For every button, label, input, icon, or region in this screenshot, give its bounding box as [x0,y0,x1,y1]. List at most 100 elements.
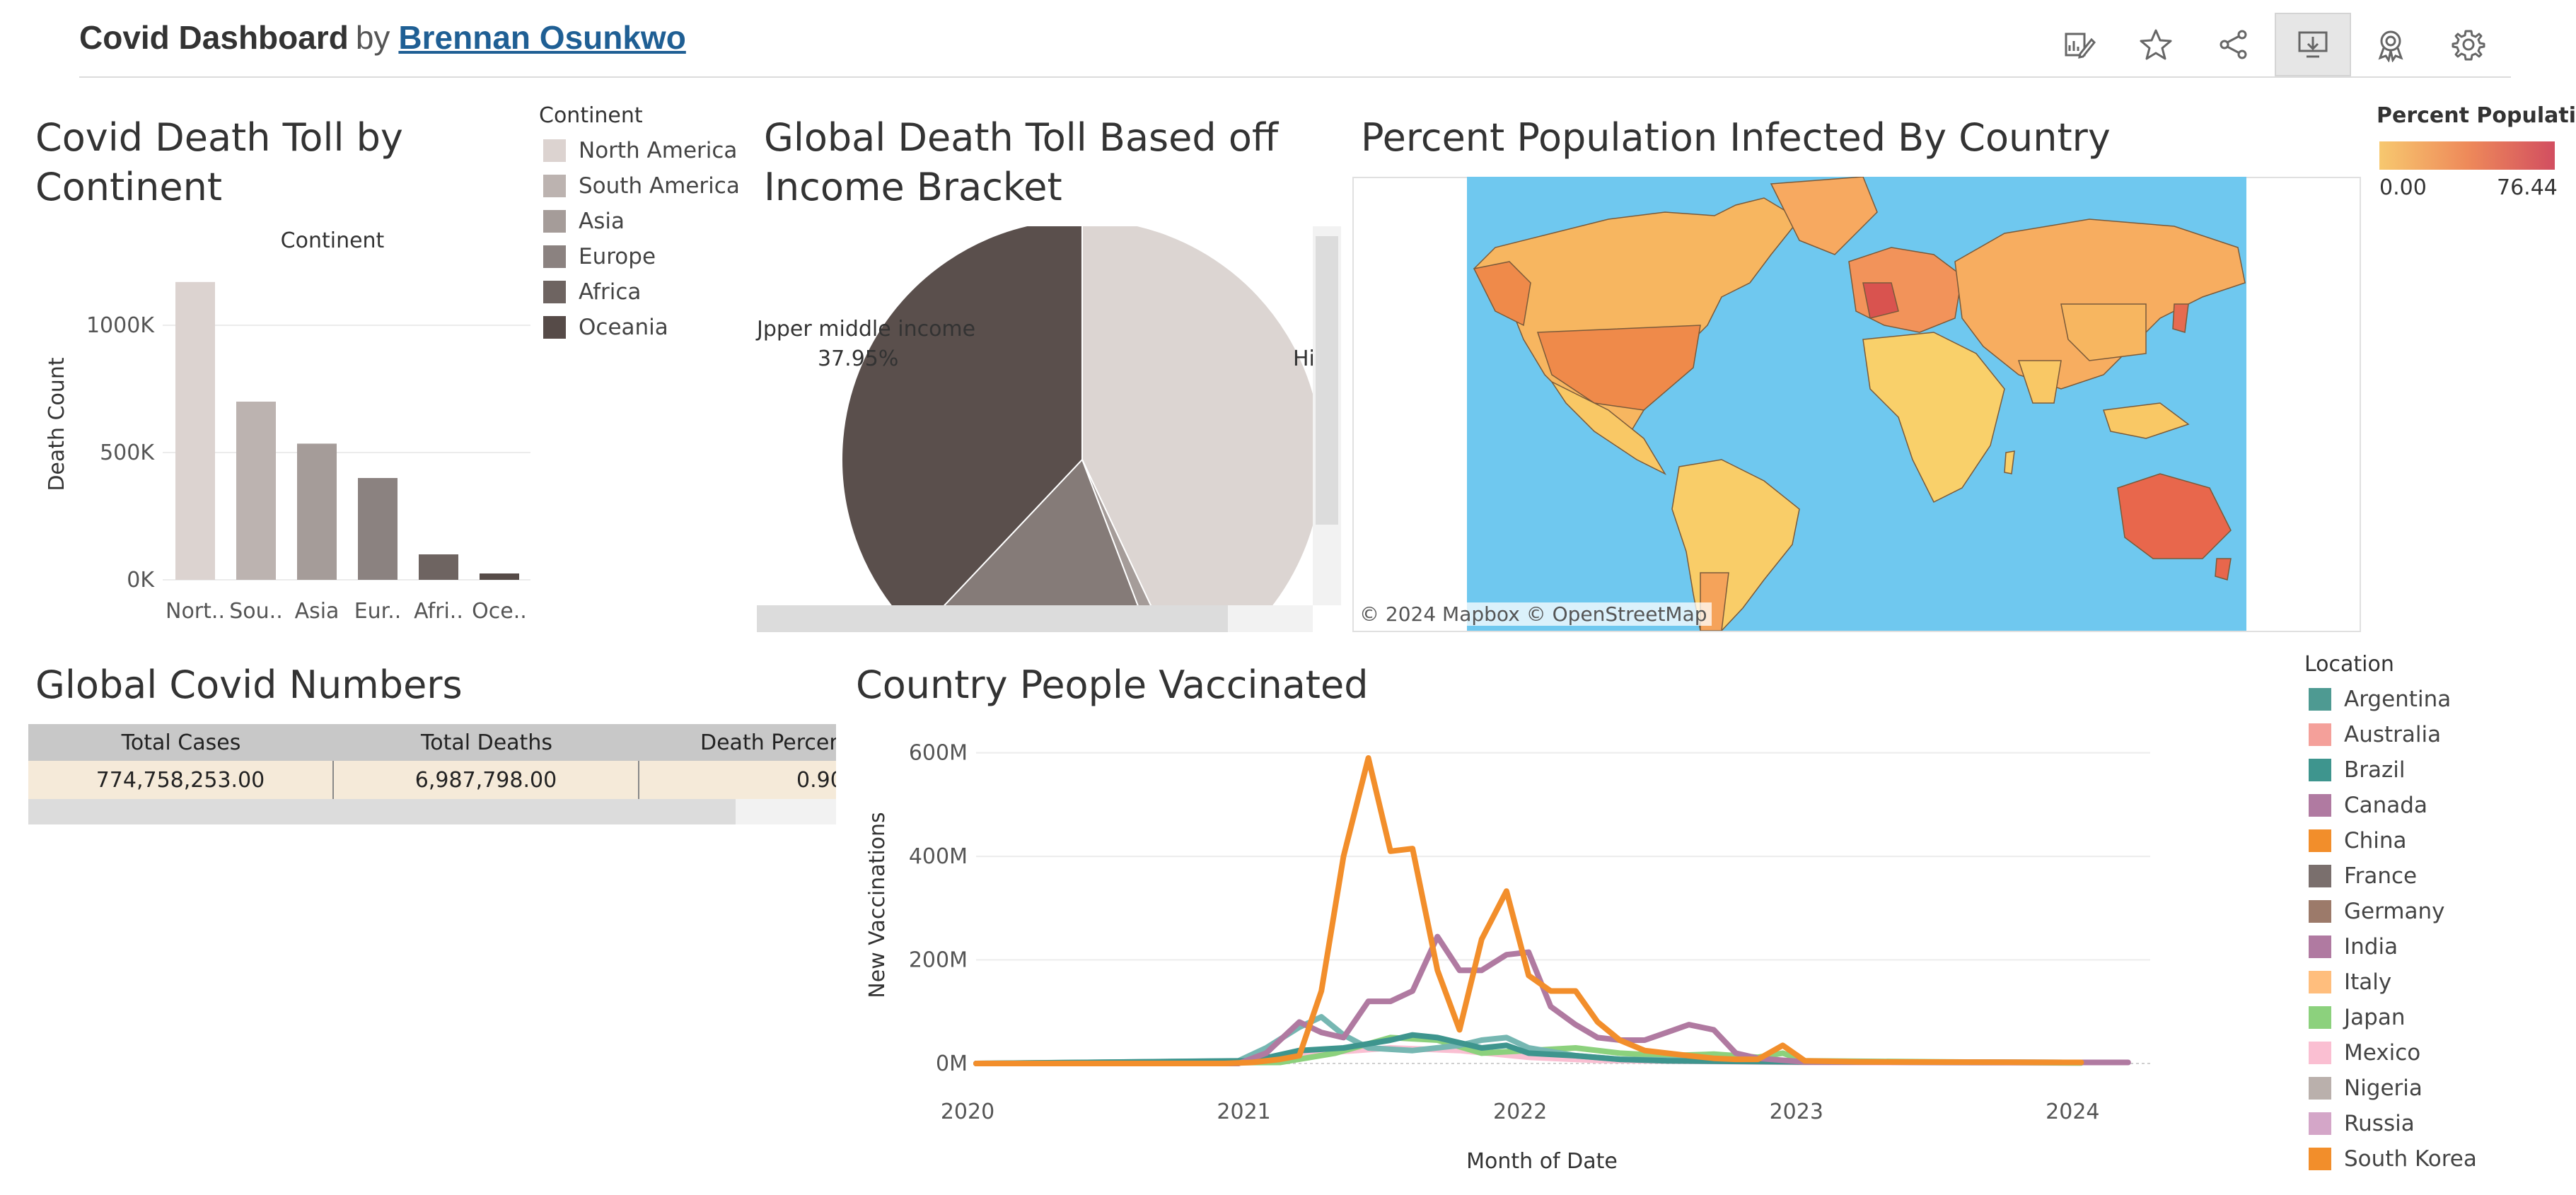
location-legend-swatch [2309,1148,2331,1170]
greenland[interactable] [1770,177,1878,255]
y-tick-label: 0M [936,1051,968,1076]
location-legend-item[interactable]: Brazil [2309,752,2477,788]
table-cell-death-percent: 0.90 [639,761,836,799]
continent-title-line1: Covid Death Toll by [35,115,403,160]
continent-legend-label: Asia [579,209,625,234]
western-europe[interactable] [1862,282,1899,319]
bar-nort[interactable] [175,281,215,580]
map-legend-min: 0.00 [2379,175,2427,200]
continent-legend-label: Europe [579,244,656,269]
income-pie-chart[interactable] [757,226,1313,631]
location-legend-item[interactable]: Germany [2309,894,2477,929]
x-tick-label: 2021 [1217,1100,1270,1124]
madagascar[interactable] [2004,450,2015,474]
location-legend-item[interactable]: France [2309,858,2477,894]
continent-legend-label: Oceania [579,315,668,340]
table-header-total-cases[interactable]: Total Cases [28,724,334,761]
location-legend-item[interactable]: Nigeria [2309,1071,2477,1106]
alaska[interactable] [1473,261,1531,327]
pie-slice-upper-middle-income[interactable] [841,226,1083,631]
series-line-china[interactable] [973,755,2084,1066]
pie-scroll-thumb-vertical[interactable] [1316,236,1338,525]
location-legend-item[interactable]: Russia [2309,1106,2477,1141]
continent-legend-label: Africa [579,279,642,305]
location-legend-item[interactable]: Argentina [2309,682,2477,717]
continent-legend-item[interactable]: Europe [543,239,740,274]
download-icon[interactable] [2275,13,2351,76]
location-legend-label: Argentina [2344,687,2452,712]
continent-bar-chart[interactable]: 0K 500K 1000K Death Count Continent Nort.. Sou… [28,226,538,636]
china[interactable] [2060,303,2147,361]
world-map[interactable] [1467,177,2246,631]
bar-oce[interactable] [480,573,519,580]
pie-slice-lower-middle-income[interactable] [917,458,1168,631]
vaccination-line-chart[interactable]: 0M 200M 400M 600M 2020 2021 2022 2023 2024 New Va… [856,714,2278,1195]
location-legend-label: Germany [2344,899,2445,924]
location-legend-label: France [2344,863,2418,889]
pie-scroll-thumb-horizontal[interactable] [757,605,1228,632]
new-zealand[interactable] [2215,558,2232,581]
bar-asia[interactable] [297,443,337,580]
dashboard-title: Covid Dashboard by Brennan Osunkwo [79,18,686,57]
table-header-total-deaths[interactable]: Total Deaths [334,724,639,761]
pie-scrollbar-vertical[interactable] [1313,226,1341,605]
continent-legend-swatch [543,139,566,162]
indonesia[interactable] [2102,402,2190,439]
continent-legend-swatch [543,316,566,339]
location-legend-item[interactable]: Canada [2309,788,2477,823]
series-line-brazil[interactable] [973,1032,2084,1066]
africa[interactable] [1862,332,2005,503]
usa[interactable] [1536,325,1701,411]
location-legend-label: Australia [2344,722,2442,747]
share-icon[interactable] [2195,13,2272,76]
location-legend-label: Canada [2344,793,2427,818]
bar-afri[interactable] [419,554,458,580]
continent-legend-item[interactable]: Africa [543,274,740,310]
continent-legend-item[interactable]: South America [543,168,740,204]
location-legend-swatch [2309,900,2331,923]
edit-icon[interactable] [2040,13,2116,76]
location-legend-item[interactable]: India [2309,929,2477,964]
location-legend-item[interactable]: South Korea [2309,1141,2477,1177]
continent-title-line2: Continent [35,165,222,209]
table-scrollbar[interactable] [28,799,836,824]
bar-eur[interactable] [358,478,398,580]
continent-legend-label: North America [579,138,738,163]
star-icon[interactable] [2118,13,2194,76]
location-legend-label: Italy [2344,969,2392,995]
table-scroll-thumb[interactable] [28,799,736,824]
series-line-india[interactable] [973,933,2131,1066]
pie-scrollbar-horizontal[interactable] [757,605,1313,632]
by-label: by [355,19,390,56]
x-axis-header: Continent [281,228,385,253]
author-link[interactable]: Brennan Osunkwo [398,19,686,56]
australia[interactable] [2117,473,2232,559]
japan-korea[interactable] [2172,303,2189,333]
continent-legend-item[interactable]: Oceania [543,310,740,345]
dashboard-title-text: Covid Dashboard [79,19,349,56]
y-tick-label: 200M [909,948,968,973]
location-legend-item[interactable]: Italy [2309,964,2477,1000]
badge-icon[interactable] [2352,13,2429,76]
continent-legend: North America South America Asia Europe Afri… [543,133,740,345]
continent-legend-item[interactable]: North America [543,133,740,168]
location-legend-swatch [2309,688,2331,711]
location-legend-item[interactable]: Australia [2309,717,2477,752]
x-tick-label: Oce.. [472,599,527,624]
mexico-central-america[interactable] [1550,380,1666,475]
y-axis-label: New Vaccinations [865,812,890,998]
continent-legend-item[interactable]: Asia [543,204,740,239]
continent-legend-swatch [543,281,566,303]
location-legend-item[interactable]: Mexico [2309,1035,2477,1071]
x-tick-label: Eur.. [354,599,402,624]
map-attribution[interactable]: © 2024 Mapbox © OpenStreetMap [1355,602,1712,626]
income-title-line1: Global Death Toll Based off [764,115,1279,160]
table-header-death-percent[interactable]: Death Percen [639,724,836,761]
bar-sou[interactable] [236,402,276,580]
location-legend-item[interactable]: Japan [2309,1000,2477,1035]
location-legend-item[interactable]: China [2309,823,2477,858]
y-tick-label: 0K [127,568,155,593]
continent-legend-label: South America [579,173,740,199]
india[interactable] [2017,360,2062,404]
gear-icon[interactable] [2430,13,2507,76]
